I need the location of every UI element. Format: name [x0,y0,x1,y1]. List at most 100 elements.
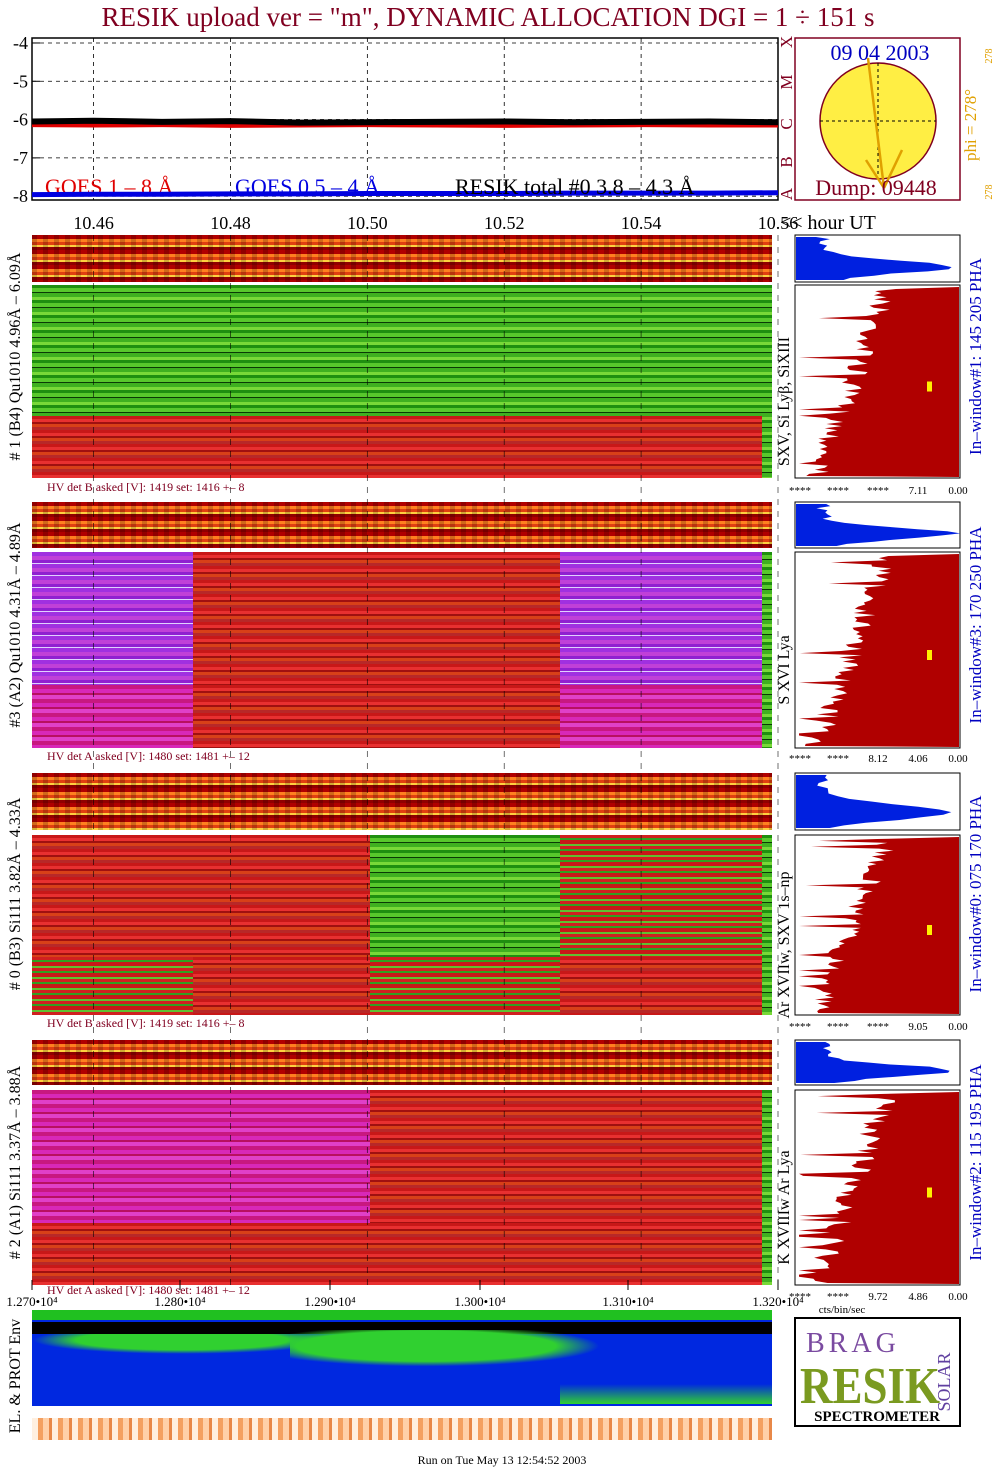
spectrogram-segment [193,416,370,478]
hist-tick-label: 8.12 [868,753,887,765]
spectrogram-edge [762,552,772,748]
spectrogram-segment [193,552,370,685]
logo-top: BRAG [806,1328,900,1359]
logo-frame [794,1317,961,1427]
env-label: EL. & PROT Env [7,1319,24,1433]
spectrogram-segment [560,957,772,1015]
y-tick-label: -8 [13,186,28,206]
spectrogram-segment [193,285,370,416]
spectrogram-segment [370,835,560,957]
line-ids: Ar XVIIw, SXV 1s–np [776,871,793,1018]
spectrogram-edge [762,1090,772,1285]
hist-tick-label: **** [789,753,811,765]
x-tick-label: 10.52 [484,213,525,233]
hist-tick-label: **** [789,485,811,497]
spectrogram-segment [560,285,772,416]
window-marker [927,1187,932,1198]
sun-dump: Dump: 09448 [815,175,937,200]
spectrogram-segment [560,1223,772,1285]
y-tick-label: -4 [13,33,28,53]
sun-arrow [866,57,886,189]
line-ids: SXV, Si Lyβ, SiXIII [776,337,793,466]
logo-main: RESIK [800,1358,940,1415]
spectrogram-segment [560,685,772,748]
x-tick-label: 10.56 [758,213,799,233]
panel-label: # 2 (A1) Si111 3.37Å – 3.88Å [6,1065,24,1259]
hist-tick-label: **** [789,1291,811,1303]
x-tick-label: 10.48 [210,213,251,233]
spectrogram-segment [32,835,193,957]
spectrogram-segment [32,957,193,1015]
flux-class: X [777,36,796,48]
spectrogram-segment [32,1223,193,1285]
hist-tick-label: 9.72 [868,1291,887,1303]
footer: Run on Tue May 13 12:54:52 2003 [418,1453,587,1467]
spectrogram-segment [370,552,560,685]
sun-phi-bottom: 278 [984,185,995,200]
hist-unit: cts/bin/sec [819,1304,866,1316]
spectrum-strip [32,1040,772,1085]
spectrogram-segment [560,552,772,685]
flux-class: A [777,187,796,200]
hist-tick-label: **** [827,753,849,765]
spectrogram-segment [560,1090,772,1223]
line-ids: S XVI Lya [776,635,793,704]
logo-side: SOLAR [934,1352,954,1411]
window-marker [927,925,932,935]
hist-tick-label: 4.06 [908,753,928,765]
panel-label: #3 (A2) Qu1010 4.31Å – 4.89Å [6,522,24,727]
hist-tick-label: **** [867,485,889,497]
hv-info: HV det B asked [V]: 1419 set: 1416 +– 8 [47,1016,245,1030]
time-tick-label: 1.320•10⁴ [752,1294,804,1309]
spectrogram-segment [32,685,193,748]
spectrum-strip [32,773,772,830]
spectrogram-segment [32,1090,193,1223]
flux-class: C [777,118,796,129]
panel-label: # 0 (B3) Si111 3.82Å – 4.33Å [6,797,24,990]
hist-small [796,1042,950,1083]
hist-large [799,554,959,747]
spectrogram-edge [762,835,772,1015]
time-tick-label: 1.280•10⁴ [154,1294,206,1309]
y-tick-label: -7 [13,148,28,168]
hist-large [799,837,959,1014]
window-marker [927,381,932,392]
hist-tick-label: **** [867,1021,889,1033]
x-tick-label: 10.50 [347,213,388,233]
y-tick-label: -6 [13,110,28,130]
hist-tick-label: **** [827,1291,849,1303]
spectrum-strip [32,235,772,282]
time-tick-label: 1.310•10⁴ [602,1294,654,1309]
spectrogram-segment [193,685,370,748]
sun-date: 09 04 2003 [831,40,930,65]
time-tick-label: 1.270•10⁴ [6,1294,58,1309]
hist-tick-label: 0.00 [948,1291,968,1303]
hist-small [796,775,952,828]
env-blob [32,1334,332,1354]
sun-phi-top: 278 [984,49,995,64]
spectrogram-segment [193,1223,370,1285]
time-tick-label: 1.290•10⁴ [304,1294,356,1309]
legend-entry: RESIK total #0 3.8 – 4.3 Å [455,174,695,199]
panel-label: # 1 (B4) Qu1010 4.96Å – 6.09Å [6,252,24,460]
hist-tick-label: **** [827,485,849,497]
series-line [31,190,779,198]
x-annotation: << hour UT [780,212,876,234]
hv-info: HV det A asked [V]: 1480 set: 1481 +– 12 [47,749,250,763]
spectrogram-segment [193,957,370,1015]
page-title: RESIK upload ver = "m", DYNAMIC ALLOCATI… [101,2,874,32]
spectrogram-segment [370,285,560,416]
hist-tick-label: 0.00 [948,753,968,765]
hist-tick-label: 9.05 [908,1021,928,1033]
spectrogram-segment [560,835,772,957]
hist-small [796,504,961,546]
pha-window: In–window#0: 075 170 PHA [966,795,985,993]
logo-bottom: SPECTROMETER [814,1409,940,1425]
spectrogram-segment [32,416,193,478]
flux-class: M [777,74,796,89]
hist-small [796,237,952,280]
time-tick-label: 1.300•10⁴ [454,1294,506,1309]
hist-tick-label: 7.11 [909,485,928,497]
spectrogram-segment [193,835,370,957]
